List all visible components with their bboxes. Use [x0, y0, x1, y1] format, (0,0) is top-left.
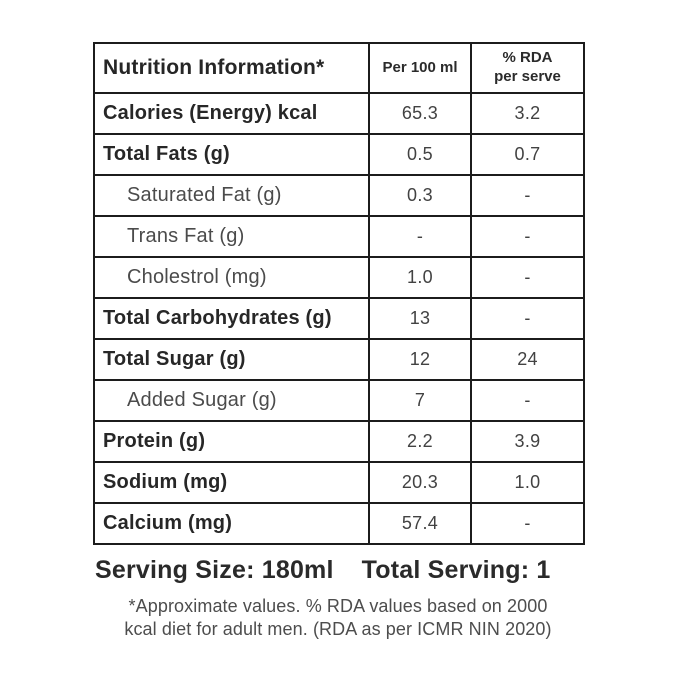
nutrient-label: Trans Fat (g)	[93, 215, 370, 258]
rda-per-serve-value: 24	[470, 338, 585, 381]
header-rda-line2: per serve	[494, 68, 561, 85]
table-row: Calories (Energy) kcal 65.3 3.2	[93, 92, 585, 135]
table-row: Protein (g) 2.2 3.9	[93, 420, 585, 463]
header-rda-line1: % RDA	[502, 49, 553, 67]
per-100ml-value: -	[368, 215, 472, 258]
nutrient-label: Total Carbohydrates (g)	[93, 297, 370, 340]
rda-per-serve-value: 0.7	[470, 133, 585, 176]
rda-per-serve-value: 3.2	[470, 92, 585, 135]
table-row: Trans Fat (g) - -	[93, 215, 585, 258]
table-row: Calcium (mg) 57.4-	[93, 502, 585, 545]
per-100ml-value: 20.3	[368, 461, 472, 504]
table-row: Cholestrol (mg) 1.0-	[93, 256, 585, 299]
table-row: Total Fats (g) 0.5 0.7	[93, 133, 585, 176]
per-100ml-value: 0.3	[368, 174, 472, 217]
table-row: Added Sugar (g) 7-	[93, 379, 585, 422]
table-row: Sodium (mg) 20.3 1.0	[93, 461, 585, 504]
header-rda-per-serve: % RDA per serve	[470, 42, 585, 94]
nutrient-label: Total Sugar (g)	[93, 338, 370, 381]
per-100ml-value: 13	[368, 297, 472, 340]
rda-per-serve-value: 3.9	[470, 420, 585, 463]
table-header-row: Nutrition Information* Per 100 ml % RDA …	[93, 42, 585, 94]
rda-per-serve-value: -	[470, 502, 585, 545]
nutrition-table: Nutrition Information* Per 100 ml % RDA …	[93, 42, 585, 545]
per-100ml-value: 12	[368, 338, 472, 381]
nutrient-label: Cholestrol (mg)	[93, 256, 370, 299]
rda-per-serve-value: -	[470, 256, 585, 299]
per-100ml-value: 1.0	[368, 256, 472, 299]
nutrient-label: Sodium (mg)	[93, 461, 370, 504]
nutrient-label: Added Sugar (g)	[93, 379, 370, 422]
rda-per-serve-value: 1.0	[470, 461, 585, 504]
per-100ml-value: 0.5	[368, 133, 472, 176]
rda-per-serve-value: -	[470, 174, 585, 217]
table-row: Total Sugar (g) 12 24	[93, 338, 585, 381]
per-100ml-value: 2.2	[368, 420, 472, 463]
header-per-100-ml: Per 100 ml	[368, 42, 472, 94]
per-100ml-value: 7	[368, 379, 472, 422]
nutrient-label: Total Fats (g)	[93, 133, 370, 176]
per-100ml-value: 65.3	[368, 92, 472, 135]
serving-size-text: Serving Size: 180ml	[95, 556, 334, 584]
footnote-line2: kcal diet for adult men. (RDA as per ICM…	[124, 619, 552, 640]
footnote-line1: *Approximate values. % RDA values based …	[128, 596, 548, 616]
total-serving-text: Total Serving: 1	[361, 556, 551, 584]
table-row: Saturated Fat (g) 0.3-	[93, 174, 585, 217]
rda-per-serve-value: -	[470, 297, 585, 340]
serving-info: Serving Size: 180ml Total Serving: 1	[95, 556, 585, 585]
table-row: Total Carbohydrates (g) 13-	[93, 297, 585, 340]
rda-per-serve-value: -	[470, 215, 585, 258]
header-nutrition-information: Nutrition Information*	[93, 42, 370, 94]
nutrient-label: Protein (g)	[93, 420, 370, 463]
rda-per-serve-value: -	[470, 379, 585, 422]
footnote: *Approximate values. % RDA values based …	[88, 595, 588, 642]
nutrient-label: Calories (Energy) kcal	[93, 92, 370, 135]
per-100ml-value: 57.4	[368, 502, 472, 545]
nutrient-label: Saturated Fat (g)	[93, 174, 370, 217]
nutrient-label: Calcium (mg)	[93, 502, 370, 545]
